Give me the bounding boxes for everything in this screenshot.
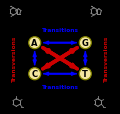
Text: Transitions: Transitions xyxy=(42,28,78,33)
Text: C: C xyxy=(32,70,38,79)
Text: T: T xyxy=(82,70,88,79)
Text: G: G xyxy=(82,39,89,48)
Circle shape xyxy=(29,68,41,80)
Circle shape xyxy=(79,37,91,49)
Text: A: A xyxy=(31,39,38,48)
Text: Transitions: Transitions xyxy=(42,84,78,89)
Circle shape xyxy=(79,68,91,80)
Circle shape xyxy=(29,37,41,49)
Text: Transversions: Transversions xyxy=(103,36,108,82)
Text: Transversions: Transversions xyxy=(12,36,17,82)
